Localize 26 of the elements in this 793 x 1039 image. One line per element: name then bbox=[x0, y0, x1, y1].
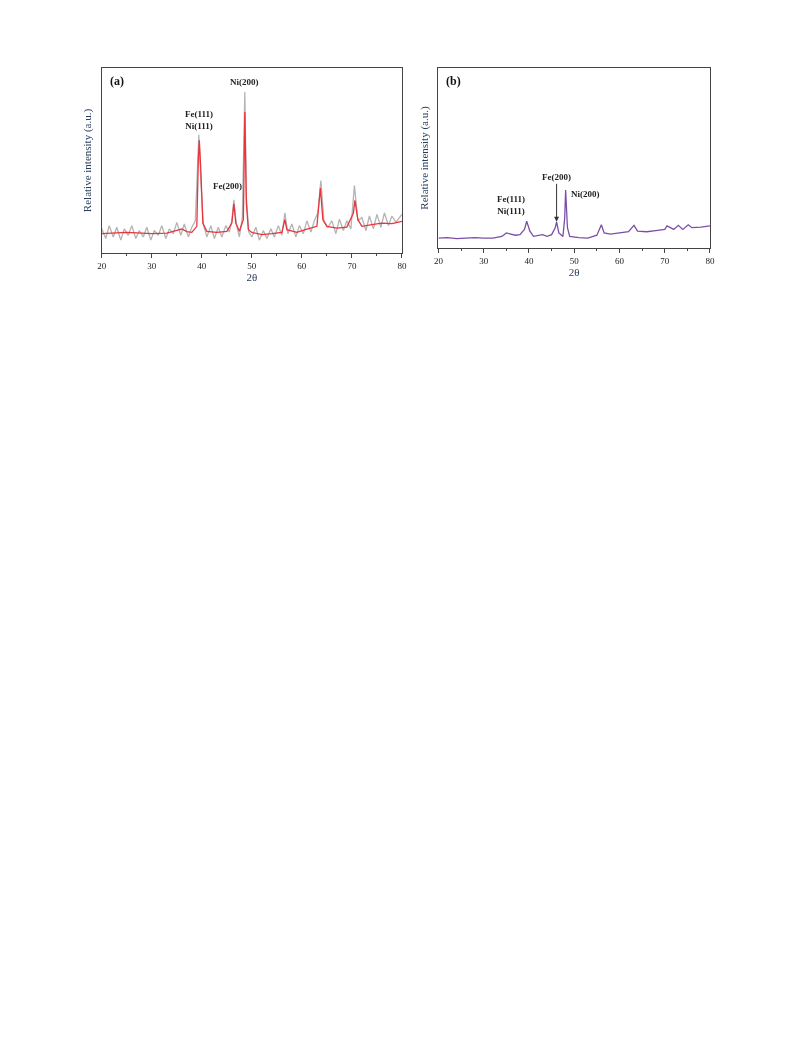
x-tick-label: 20 bbox=[433, 255, 444, 266]
x-tick-label: 80 bbox=[705, 255, 715, 266]
x-tick-label: 20 bbox=[97, 260, 107, 271]
x-tick-label: 50 bbox=[247, 260, 257, 271]
x-axis-title: 2θ bbox=[568, 265, 580, 278]
annotation: Ni(200) bbox=[571, 189, 600, 199]
annotation: Ni(200) bbox=[230, 77, 259, 87]
x-tick-label: 70 bbox=[347, 260, 357, 271]
annotation: Fe(111) Ni(111) bbox=[185, 109, 213, 131]
annotation: Fe(200) bbox=[213, 181, 242, 191]
x-tick-label: 30 bbox=[479, 255, 489, 266]
x-tick-label: 60 bbox=[297, 260, 307, 271]
text: (a) bbox=[110, 74, 124, 88]
annotation: Fe(111) Ni(111) bbox=[497, 194, 525, 216]
annotation: Fe(200) bbox=[542, 172, 571, 182]
x-tick-label: 60 bbox=[614, 255, 625, 266]
x-tick-label: 80 bbox=[397, 260, 407, 271]
x-tick-label: 40 bbox=[197, 260, 207, 271]
x-tick-label: 30 bbox=[147, 260, 157, 271]
x-tick-label: 40 bbox=[524, 255, 534, 266]
x-axis-title: 2θ bbox=[246, 270, 258, 283]
text: (b) bbox=[446, 74, 461, 88]
y-axis-title: Relative intensity (a.u.) bbox=[81, 108, 95, 213]
x-tick-label: 50 bbox=[569, 255, 580, 266]
x-tick-label: 70 bbox=[660, 255, 670, 266]
y-axis-title: Relative intensity (a.u.) bbox=[418, 106, 432, 210]
